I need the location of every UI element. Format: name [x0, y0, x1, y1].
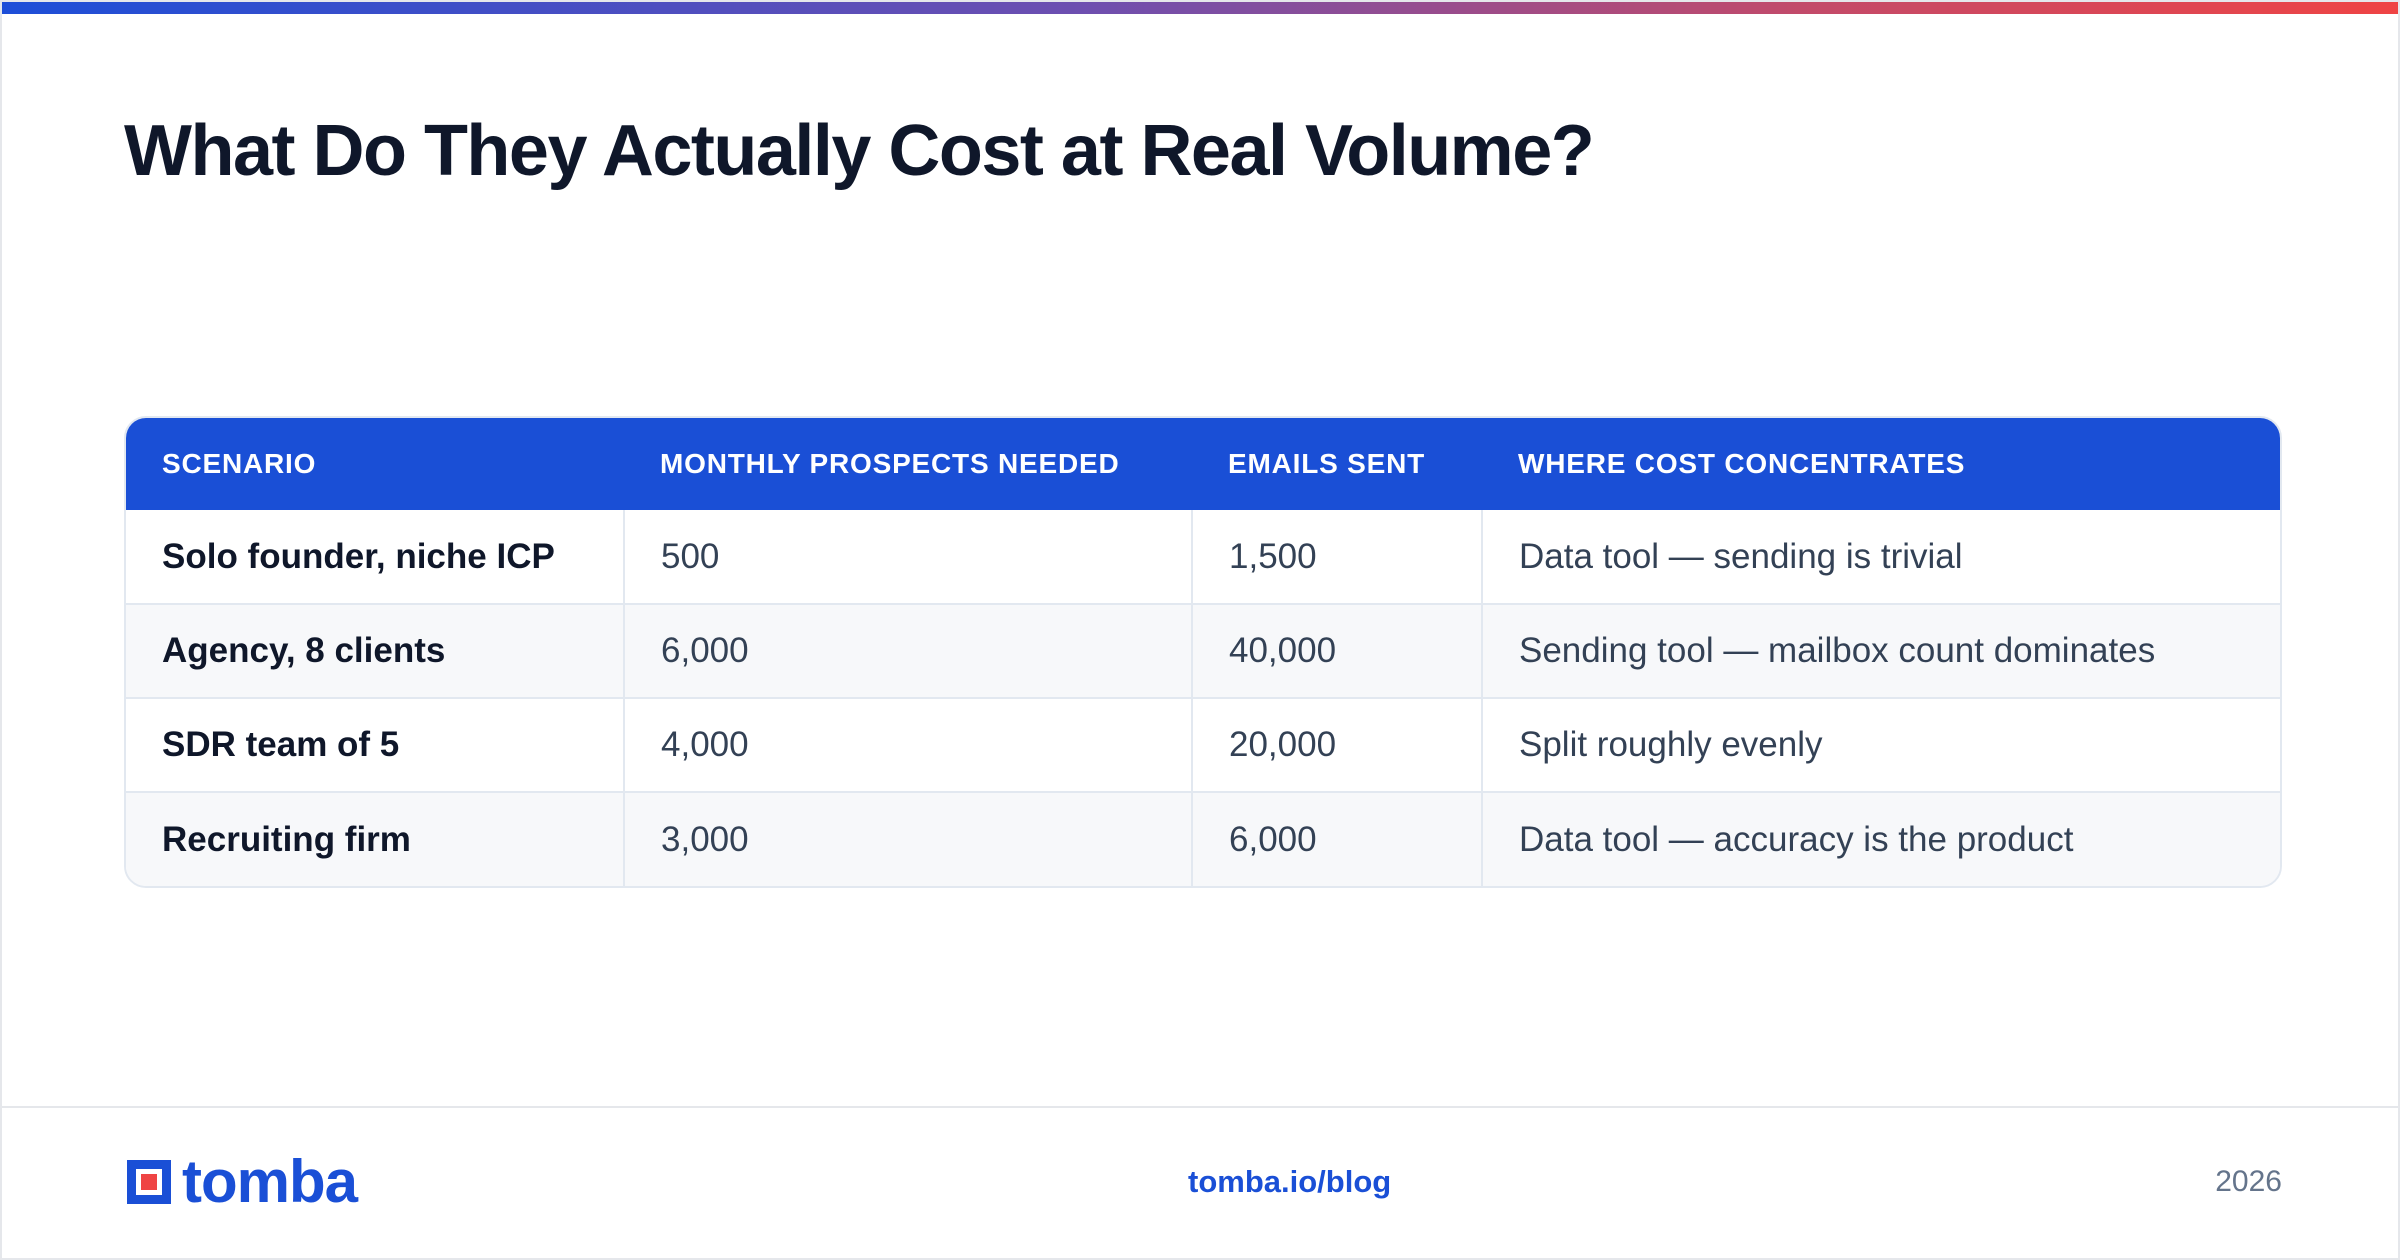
cell-monthly-prospects: 500 — [623, 510, 1192, 604]
cell-cost-concentration: Split roughly evenly — [1481, 697, 2280, 792]
table-header-row: SCENARIO MONTHLY PROSPECTS NEEDED EMAILS… — [126, 418, 2280, 510]
cell-emails-sent: 20,000 — [1191, 697, 1482, 792]
cell-scenario: Agency, 8 clients — [126, 603, 624, 698]
cell-emails-sent: 6,000 — [1191, 791, 1482, 886]
page-title: What Do They Actually Cost at Real Volum… — [124, 111, 1595, 191]
tomba-logo-icon — [127, 1160, 171, 1204]
table-row: Agency, 8 clients 6,000 40,000 Sending t… — [126, 603, 2280, 698]
table-row: SDR team of 5 4,000 20,000 Split roughly… — [126, 697, 2280, 792]
footer-year: 2026 — [2215, 1165, 2282, 1198]
table-row: Recruiting firm 3,000 6,000 Data tool — … — [126, 791, 2280, 886]
cell-emails-sent: 40,000 — [1191, 603, 1482, 698]
blog-link[interactable]: tomba.io/blog — [1188, 1164, 1392, 1199]
cell-cost-concentration: Data tool — accuracy is the product — [1481, 791, 2280, 886]
table-row: Solo founder, niche ICP 500 1,500 Data t… — [126, 510, 2280, 604]
cost-table: SCENARIO MONTHLY PROSPECTS NEEDED EMAILS… — [126, 418, 2280, 886]
column-header-monthly-prospects: MONTHLY PROSPECTS NEEDED — [660, 448, 1120, 479]
cell-monthly-prospects: 4,000 — [623, 697, 1192, 792]
cell-scenario: SDR team of 5 — [126, 697, 624, 792]
cell-monthly-prospects: 3,000 — [623, 791, 1192, 886]
column-header-cost-concentration: WHERE COST CONCENTRATES — [1518, 448, 1966, 479]
cell-emails-sent: 1,500 — [1191, 510, 1482, 604]
cell-monthly-prospects: 6,000 — [623, 603, 1192, 698]
cost-table-card: SCENARIO MONTHLY PROSPECTS NEEDED EMAILS… — [124, 416, 2282, 888]
gradient-top-bar — [2, 2, 2398, 14]
cell-cost-concentration: Sending tool — mailbox count dominates — [1481, 603, 2280, 698]
column-header-emails-sent: EMAILS SENT — [1228, 448, 1426, 479]
cell-scenario: Solo founder, niche ICP — [162, 536, 555, 576]
brand-logo: tomba — [124, 1148, 358, 1215]
cell-cost-concentration: Data tool — sending is trivial — [1481, 510, 2280, 604]
footer-divider — [2, 1106, 2398, 1108]
brand-name: tomba — [182, 1148, 358, 1215]
cell-scenario: Recruiting firm — [126, 791, 624, 886]
column-header-scenario: SCENARIO — [162, 448, 317, 479]
